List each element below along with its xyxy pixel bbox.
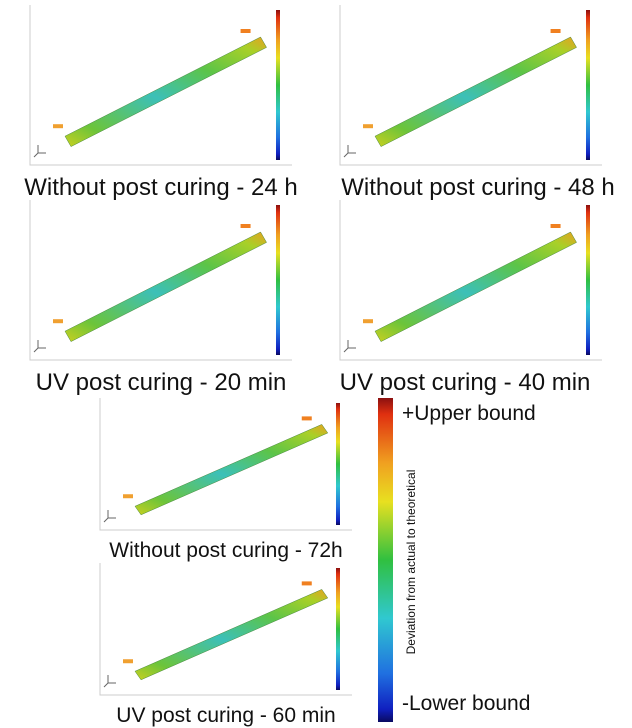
panel-caption: Without post curing - 48 h bbox=[341, 174, 614, 201]
beam bbox=[135, 589, 328, 679]
tag bbox=[363, 124, 373, 128]
legend-axis-label: Deviation from actual to theoretical bbox=[404, 470, 418, 655]
tag bbox=[123, 659, 133, 663]
panel: UV post curing - 20 min bbox=[30, 200, 292, 396]
beam bbox=[65, 232, 267, 342]
beam bbox=[65, 37, 267, 147]
tag bbox=[53, 319, 63, 323]
tag bbox=[363, 319, 373, 323]
panel: Without post curing - 24 h bbox=[24, 5, 297, 201]
panel: UV post curing - 40 min bbox=[340, 200, 602, 396]
tag bbox=[241, 224, 251, 228]
tag bbox=[53, 124, 63, 128]
axis-icon bbox=[34, 340, 46, 352]
scale-bar bbox=[586, 10, 590, 160]
panel-caption: UV post curing - 20 min bbox=[36, 369, 287, 396]
tag bbox=[241, 29, 251, 33]
axis-icon bbox=[34, 145, 46, 157]
tag bbox=[302, 416, 312, 420]
legend-upper: +Upper bound bbox=[402, 402, 536, 425]
scale-bar bbox=[276, 10, 280, 160]
panel: Without post curing - 72h bbox=[100, 398, 352, 562]
tag bbox=[123, 494, 133, 498]
legend-lower: -Lower bound bbox=[402, 692, 530, 715]
axis-icon bbox=[344, 340, 356, 352]
tag bbox=[551, 224, 561, 228]
scale-bar bbox=[586, 205, 590, 355]
beam bbox=[375, 37, 577, 147]
panel-caption: UV post curing - 60 min bbox=[116, 704, 335, 727]
axis-icon bbox=[344, 145, 356, 157]
scale-bar bbox=[336, 403, 340, 525]
panel-caption: UV post curing - 40 min bbox=[340, 369, 591, 396]
axis-icon bbox=[104, 675, 116, 687]
panel-caption: Without post curing - 24 h bbox=[24, 174, 297, 201]
axis-icon bbox=[104, 510, 116, 522]
tag bbox=[302, 581, 312, 585]
beam bbox=[135, 424, 328, 514]
panel: Without post curing - 48 h bbox=[340, 5, 615, 201]
legend-color-bar bbox=[378, 398, 393, 722]
panel-caption: Without post curing - 72h bbox=[109, 539, 342, 562]
figure: +Upper bound -Lower bound Deviation from… bbox=[0, 0, 632, 728]
scale-bar bbox=[276, 205, 280, 355]
tag bbox=[551, 29, 561, 33]
beam bbox=[375, 232, 577, 342]
panel: UV post curing - 60 min bbox=[100, 563, 352, 727]
scale-bar bbox=[336, 568, 340, 690]
